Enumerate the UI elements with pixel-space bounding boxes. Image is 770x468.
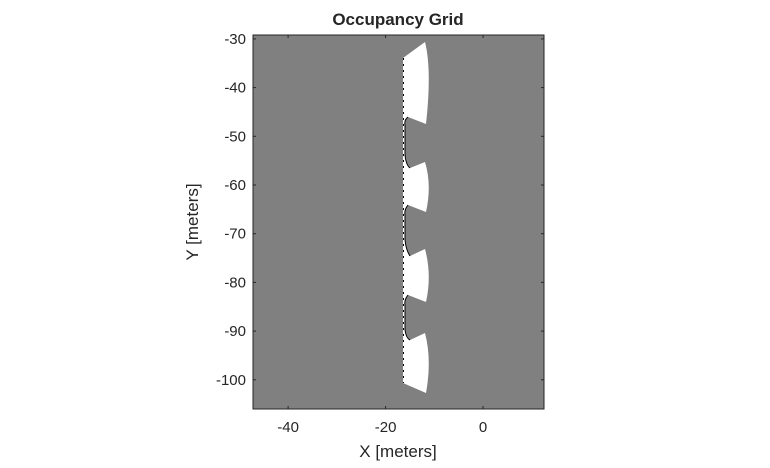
x-axis-label: X [meters] xyxy=(359,442,436,461)
y-tick-label: -70 xyxy=(224,226,246,243)
x-tick-label: -20 xyxy=(375,419,397,436)
x-tick-label: -40 xyxy=(277,419,299,436)
plot-frame xyxy=(252,34,545,410)
chart-title: Occupancy Grid xyxy=(332,10,463,29)
y-tick-label: -80 xyxy=(224,274,246,291)
y-tick-label: -30 xyxy=(224,31,246,48)
y-tick-label: -90 xyxy=(224,323,246,340)
y-axis-label: Y [meters] xyxy=(183,183,202,260)
x-axis-ticks: -40 -20 0 xyxy=(277,35,487,436)
y-tick-label: -100 xyxy=(216,372,246,389)
plot-area xyxy=(253,35,544,409)
free-space-region xyxy=(403,42,429,393)
y-tick-label: -50 xyxy=(224,128,246,145)
y-tick-label: -40 xyxy=(224,80,246,97)
occupied-boundary-notches xyxy=(404,116,411,341)
x-tick-label: 0 xyxy=(479,419,487,436)
y-axis-ticks: -30 -40 -50 -60 -70 -80 -90 -100 xyxy=(216,31,544,389)
y-tick-label: -60 xyxy=(224,177,246,194)
